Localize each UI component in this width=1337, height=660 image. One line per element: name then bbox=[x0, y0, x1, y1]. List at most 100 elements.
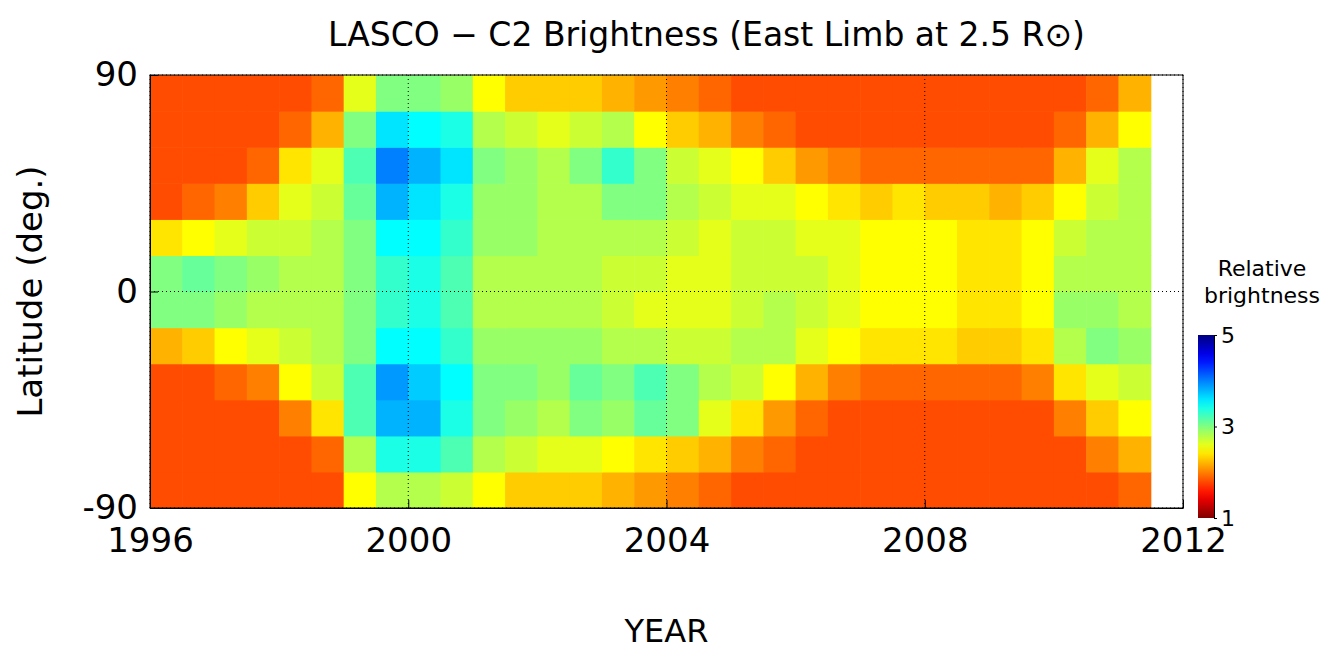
cell bbox=[892, 111, 925, 148]
colorbar-label: Relativebrightness bbox=[1204, 256, 1320, 308]
cell bbox=[796, 147, 829, 184]
cell bbox=[408, 75, 441, 112]
cell bbox=[344, 111, 377, 148]
cell bbox=[311, 255, 344, 292]
cell bbox=[925, 292, 958, 329]
cell bbox=[408, 400, 441, 437]
cell bbox=[731, 292, 764, 329]
grid-line bbox=[408, 75, 409, 508]
cell bbox=[731, 436, 764, 473]
cell bbox=[634, 183, 667, 220]
cell bbox=[634, 400, 667, 437]
cell bbox=[537, 219, 570, 256]
cell bbox=[634, 75, 667, 112]
cell bbox=[763, 75, 796, 112]
cell bbox=[247, 183, 280, 220]
cell bbox=[1086, 292, 1119, 329]
cell bbox=[344, 292, 377, 329]
cell bbox=[505, 436, 538, 473]
tick-mark bbox=[150, 292, 158, 293]
cell bbox=[860, 436, 893, 473]
cell bbox=[699, 292, 732, 329]
cell bbox=[796, 400, 829, 437]
cell bbox=[570, 364, 603, 401]
cell bbox=[441, 75, 474, 112]
cell bbox=[150, 111, 183, 148]
cell bbox=[182, 364, 215, 401]
cell bbox=[796, 436, 829, 473]
cell bbox=[344, 75, 377, 112]
cell bbox=[731, 255, 764, 292]
cell bbox=[344, 183, 377, 220]
cell bbox=[667, 328, 700, 365]
cell bbox=[925, 111, 958, 148]
cell bbox=[957, 328, 990, 365]
cell bbox=[602, 219, 635, 256]
cell bbox=[989, 364, 1022, 401]
cell bbox=[215, 255, 248, 292]
cell bbox=[860, 255, 893, 292]
cell bbox=[182, 255, 215, 292]
grid bbox=[150, 75, 1183, 508]
cell bbox=[925, 219, 958, 256]
tick: 2000 bbox=[365, 500, 452, 560]
cell bbox=[344, 147, 377, 184]
cell bbox=[441, 219, 474, 256]
cell bbox=[441, 255, 474, 292]
cell bbox=[957, 436, 990, 473]
cell bbox=[699, 472, 732, 508]
cell bbox=[279, 436, 312, 473]
cell bbox=[1086, 364, 1119, 401]
cell bbox=[150, 75, 183, 112]
y-axis-title: Latitude (deg.) bbox=[10, 165, 50, 417]
cell bbox=[311, 364, 344, 401]
cell bbox=[731, 111, 764, 148]
cell bbox=[247, 292, 280, 329]
cell bbox=[473, 111, 506, 148]
cell bbox=[731, 219, 764, 256]
cell bbox=[376, 75, 409, 112]
cell bbox=[279, 75, 312, 112]
cell bbox=[247, 364, 280, 401]
cell bbox=[763, 436, 796, 473]
cell bbox=[667, 147, 700, 184]
cell bbox=[731, 328, 764, 365]
cell bbox=[892, 364, 925, 401]
cell bbox=[570, 219, 603, 256]
cell bbox=[247, 436, 280, 473]
cell bbox=[376, 147, 409, 184]
tick-label: 1 bbox=[1221, 506, 1235, 531]
cell bbox=[989, 292, 1022, 329]
tick-mark bbox=[1183, 500, 1184, 508]
cell bbox=[1022, 219, 1055, 256]
cell bbox=[699, 255, 732, 292]
cell bbox=[408, 436, 441, 473]
cell bbox=[828, 292, 861, 329]
cell bbox=[1054, 219, 1087, 256]
cell bbox=[247, 472, 280, 508]
cell bbox=[925, 255, 958, 292]
cell bbox=[1086, 328, 1119, 365]
cell bbox=[1118, 400, 1151, 437]
cell bbox=[1022, 111, 1055, 148]
cell bbox=[828, 364, 861, 401]
cell bbox=[570, 75, 603, 112]
cell bbox=[1054, 292, 1087, 329]
cell bbox=[150, 292, 183, 329]
cell bbox=[537, 147, 570, 184]
cell bbox=[957, 255, 990, 292]
cell bbox=[634, 328, 667, 365]
cell bbox=[376, 364, 409, 401]
cell bbox=[1054, 111, 1087, 148]
grid-line bbox=[150, 291, 1183, 292]
cell bbox=[860, 292, 893, 329]
cell bbox=[1022, 75, 1055, 112]
cell bbox=[344, 472, 377, 508]
cell bbox=[1118, 219, 1151, 256]
cell bbox=[763, 255, 796, 292]
cell bbox=[215, 111, 248, 148]
cell bbox=[182, 111, 215, 148]
cell bbox=[763, 111, 796, 148]
cell bbox=[279, 328, 312, 365]
cell bbox=[215, 292, 248, 329]
